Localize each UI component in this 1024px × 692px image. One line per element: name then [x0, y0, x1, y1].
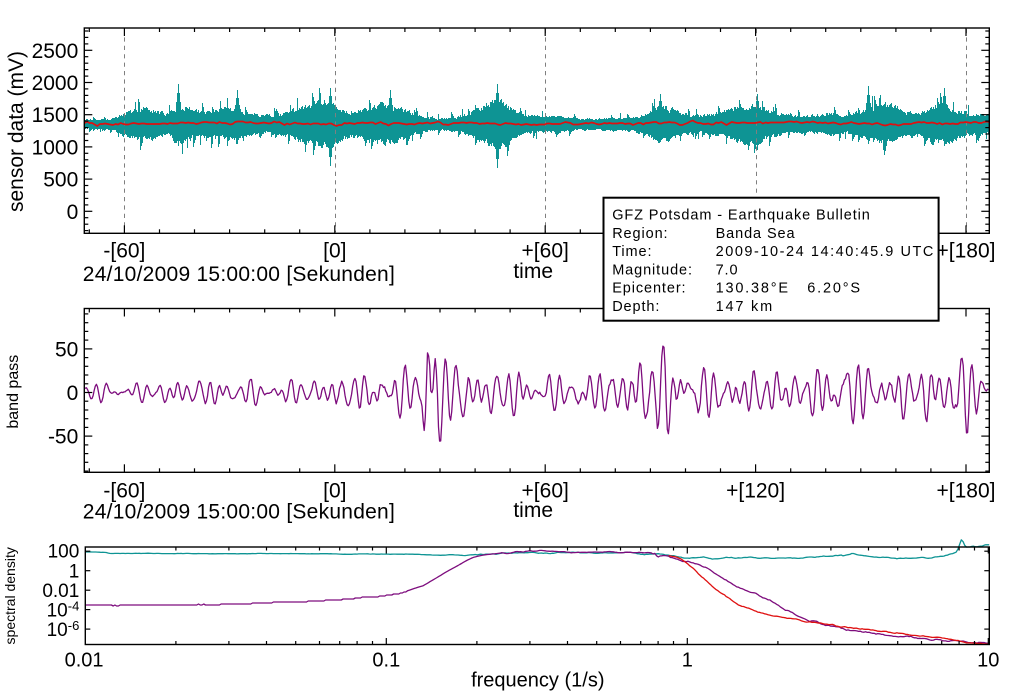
svg-text:100: 100 — [48, 542, 80, 563]
svg-text:+[180]: +[180] — [937, 480, 996, 503]
svg-text:0: 0 — [67, 382, 79, 405]
svg-text:+[180]: +[180] — [937, 240, 996, 263]
svg-text:147 km: 147 km — [716, 299, 774, 315]
svg-text:Magnitude:: Magnitude: — [612, 262, 693, 278]
svg-text:0.01: 0.01 — [65, 650, 104, 672]
svg-text:130.38°E 6.20°S: 130.38°E 6.20°S — [716, 281, 862, 297]
svg-text:1500: 1500 — [32, 104, 79, 127]
svg-text:1: 1 — [69, 562, 80, 583]
svg-text:2000: 2000 — [32, 72, 79, 95]
svg-text:500: 500 — [43, 169, 78, 192]
svg-text:[0]: [0] — [323, 240, 346, 263]
svg-text:+[60]: +[60] — [522, 240, 569, 263]
svg-text:10: 10 — [977, 650, 999, 672]
svg-text:time: time — [513, 260, 553, 283]
svg-text:0.1: 0.1 — [372, 650, 400, 672]
svg-text:frequency (1/s): frequency (1/s) — [471, 670, 604, 692]
svg-text:Epicenter:: Epicenter: — [612, 281, 686, 297]
svg-text:1000: 1000 — [32, 136, 79, 159]
svg-text:GFZ Potsdam - Earthquake Bulle: GFZ Potsdam - Earthquake Bulletin — [612, 208, 871, 224]
svg-text:sensor data (mV): sensor data (mV) — [5, 51, 28, 212]
svg-text:-50: -50 — [48, 426, 78, 449]
svg-text:24/10/2009 15:00:00 [Sekunden]: 24/10/2009 15:00:00 [Sekunden] — [83, 263, 395, 286]
svg-text:0: 0 — [67, 201, 79, 224]
svg-text:+[120]: +[120] — [726, 480, 785, 503]
svg-text:0.01: 0.01 — [42, 581, 79, 602]
svg-text:2500: 2500 — [32, 40, 79, 63]
svg-text:Region:: Region: — [612, 226, 668, 242]
svg-text:-[60]: -[60] — [103, 480, 145, 503]
svg-text:time: time — [513, 499, 553, 522]
svg-text:Depth:: Depth: — [612, 299, 660, 315]
svg-text:2009-10-24 14:40:45.9 UTC: 2009-10-24 14:40:45.9 UTC — [716, 244, 935, 260]
svg-text:+[60]: +[60] — [522, 480, 569, 503]
svg-text:24/10/2009 15:00:00 [Sekunden]: 24/10/2009 15:00:00 [Sekunden] — [83, 501, 395, 524]
svg-text:-[60]: -[60] — [103, 240, 145, 263]
svg-text:spectral density: spectral density — [2, 547, 18, 644]
svg-text:1: 1 — [682, 650, 693, 672]
svg-text:[0]: [0] — [323, 480, 346, 503]
svg-text:Banda Sea: Banda Sea — [716, 226, 796, 242]
svg-text:7.0: 7.0 — [716, 262, 739, 278]
svg-text:band pass: band pass — [5, 355, 22, 429]
svg-text:Time:: Time: — [612, 244, 652, 260]
svg-text:50: 50 — [55, 338, 78, 361]
